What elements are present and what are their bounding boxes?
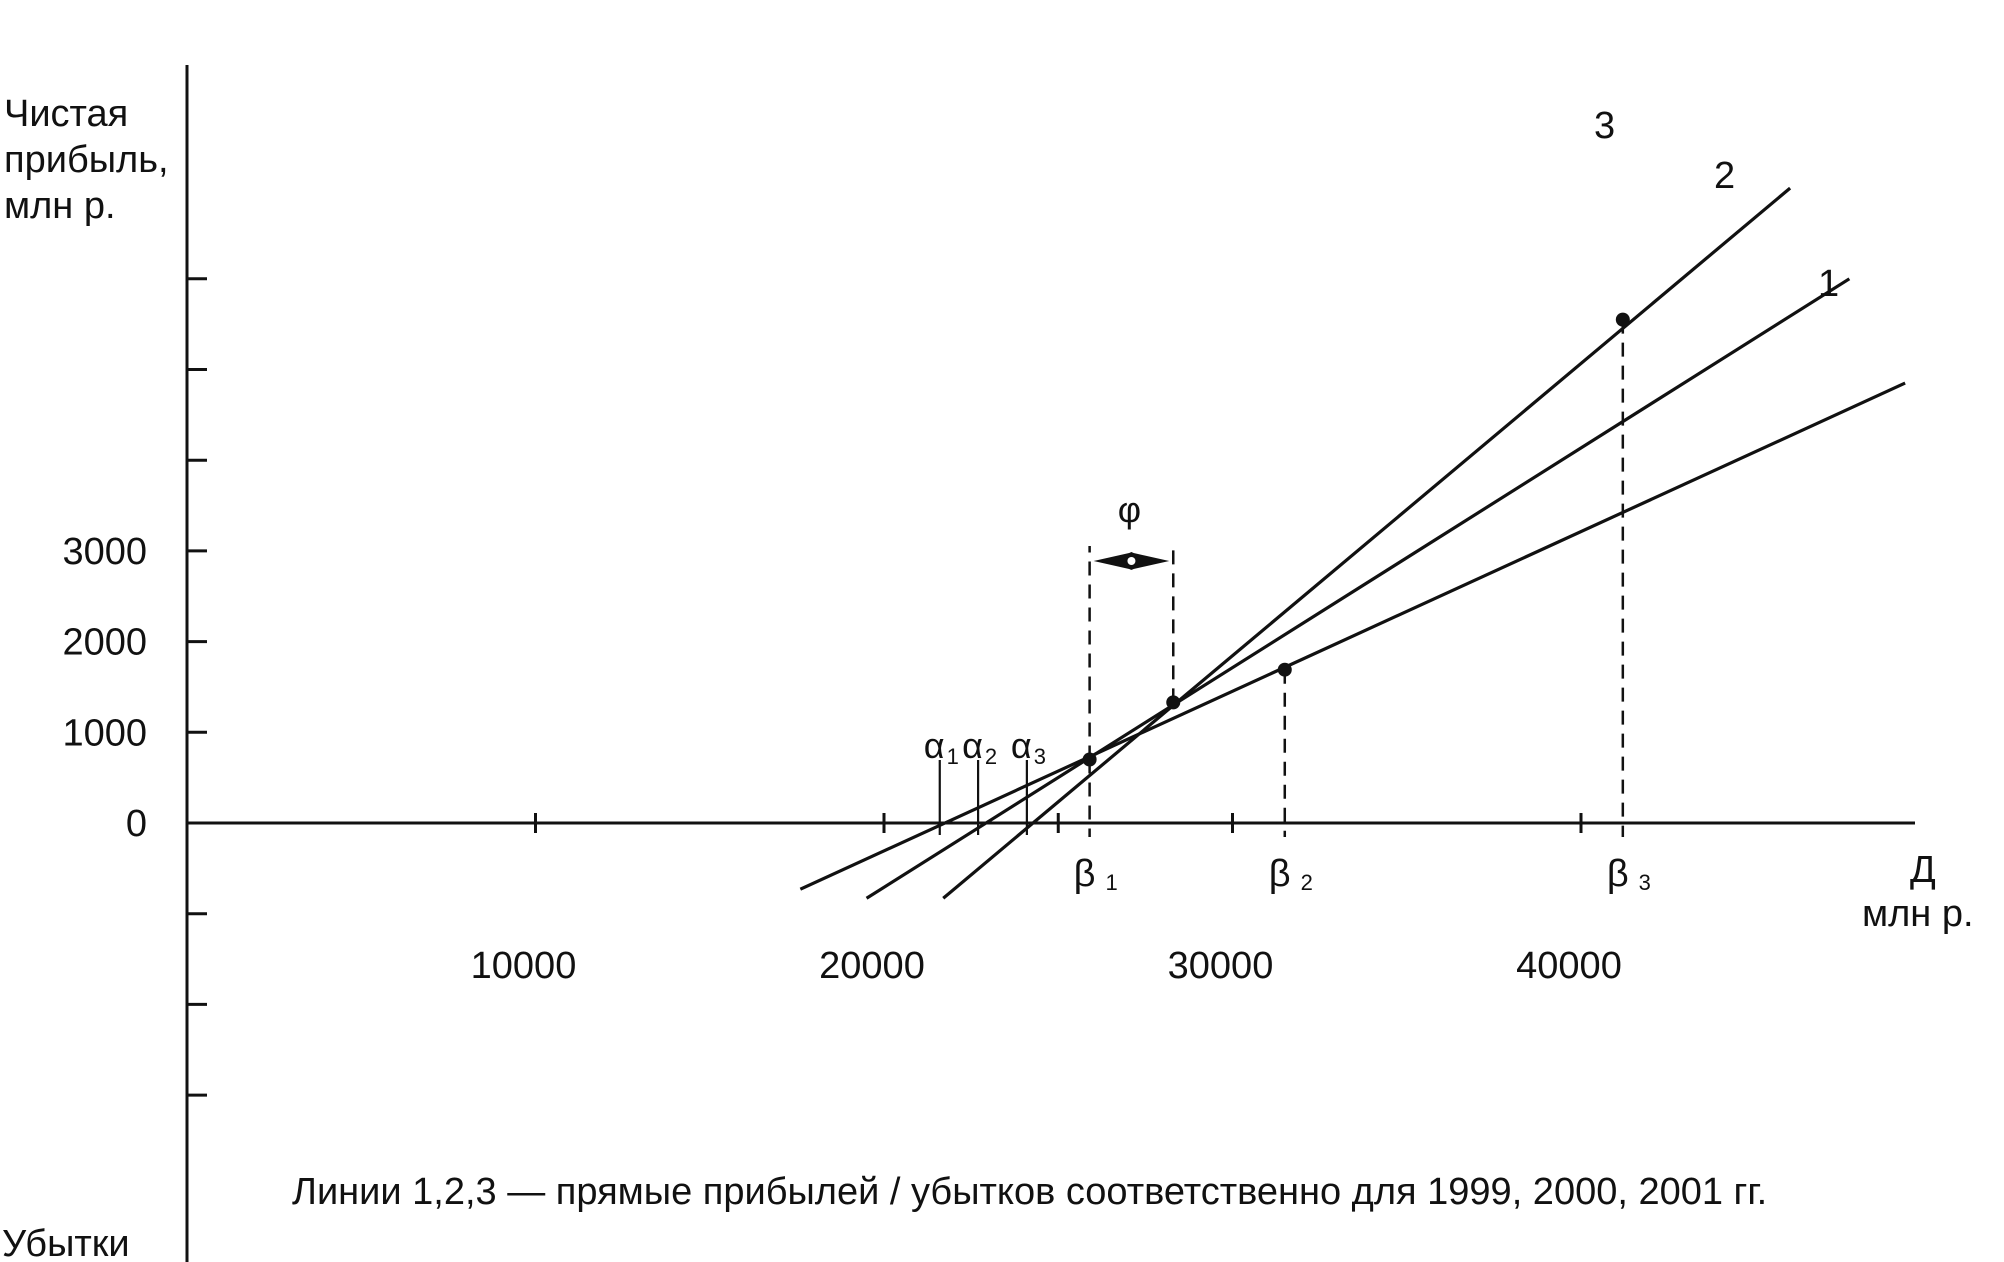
series-label-3: 3 [1594,105,1615,147]
x-ticks: 10000 20000 30000 40000 [471,813,1622,987]
data-point [1615,312,1630,327]
data-points [1082,312,1630,767]
y-tick-label: 3000 [62,531,147,573]
x-tick-label: 40000 [1516,945,1622,987]
y-axis-label-line-1: Чистая [4,93,128,135]
guide-lines [1088,319,1625,837]
alpha-label-1: α1 [924,725,959,769]
data-point [1277,662,1292,677]
x-axis-label: Д [1910,849,1936,891]
data-point [1166,695,1181,710]
series-line-3 [942,186,1792,900]
phi-arrow-center [1127,557,1136,565]
series-label-2: 2 [1714,155,1735,197]
alpha-label-2: α2 [962,725,997,769]
series-line-1 [799,381,1906,891]
x-tick-label: 30000 [1168,945,1274,987]
y-ticks: 0 1000 2000 3000 [62,277,207,1097]
y-tick-label: 2000 [62,622,147,664]
y-axis-label-line-2: прибыль, [4,139,169,181]
markers: α1 α2 α3 β 1 β 2 β 3 φ [924,489,1651,895]
y-tick-label: 1000 [62,712,147,754]
chart-note: Линии 1,2,3 — прямые прибылей / убытков … [292,1171,1767,1213]
y-axis-label-line-3: млн р. [4,185,116,227]
x-axis-unit-label: млн р. [1862,893,1974,935]
series-label-1: 1 [1818,263,1839,305]
y-axis-negative-label: Убытки [2,1223,130,1262]
series-lines: 1 2 3 [799,105,1906,900]
data-point [1082,752,1097,767]
y-tick-label: 0 [126,803,147,845]
x-tick-label: 10000 [471,945,577,987]
series-line-2 [865,277,1851,900]
alpha-label-3: α3 [1011,725,1046,769]
x-tick-label: 20000 [819,945,925,987]
phi-label: φ [1118,489,1141,530]
